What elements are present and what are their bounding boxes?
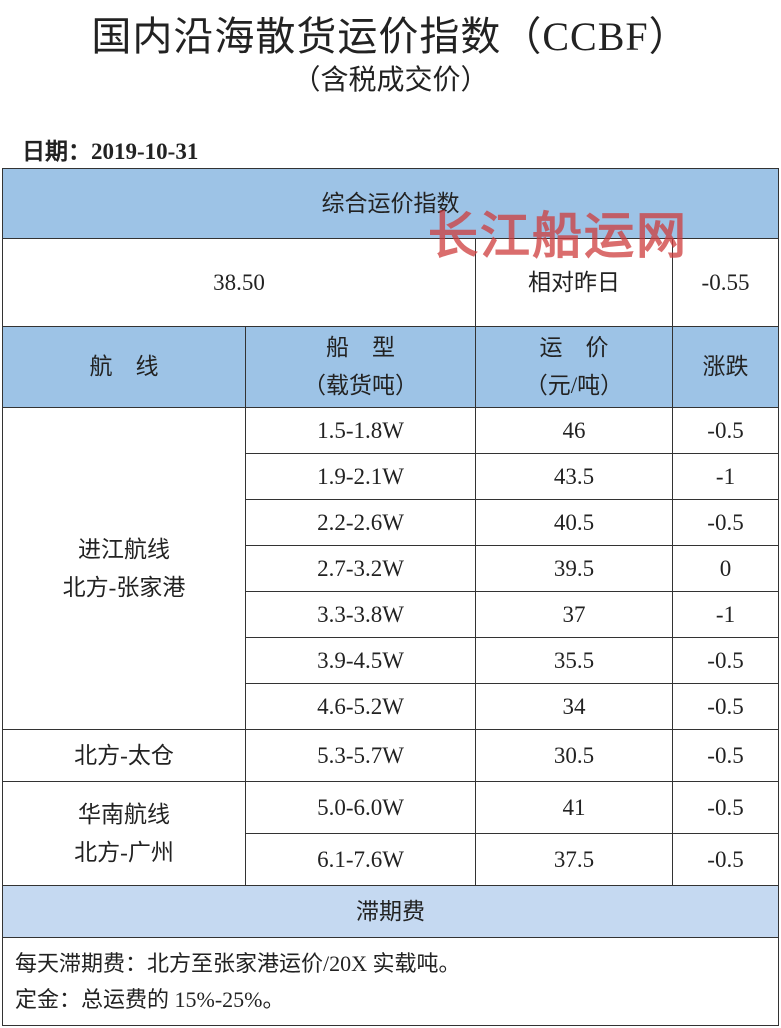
title: 国内沿海散货运价指数（CCBF） [91, 14, 690, 59]
route: 北方-太仓 [2, 729, 246, 782]
cell-line: 进江航线 [78, 536, 170, 562]
rate-table: 综合运价指数 38.50 相对昨日 -0.55 航 线 船 型 （载货吨） 运 价 （元/吨） 涨… [2, 168, 779, 1026]
ship-size: 2.2-2.6W [245, 499, 476, 546]
demurrage-notes: 每天滞期费：北方至张家港运价/20X 实载吨。 定金：总运费的 15%-25%。 [2, 937, 779, 1026]
cell-line: 航 线 [89, 354, 159, 379]
ship-size: 5.3-5.7W [245, 729, 476, 782]
compare-label: 相对昨日 [475, 238, 673, 327]
ship-size: 4.6-5.2W [245, 683, 476, 730]
freight-rate: 30.5 [475, 729, 673, 782]
change: -0.5 [672, 637, 779, 684]
freight-rate: 41 [475, 781, 673, 834]
table-row: 滞期费 [2, 885, 779, 938]
column-header: 涨跌 [672, 326, 779, 408]
subtitle: （含税成交价） [292, 65, 489, 96]
change: -0.5 [672, 407, 779, 454]
cell-line: 每天滞期费：北方至张家港运价/20X 实载吨。 [15, 950, 461, 976]
index-value: 38.50 [2, 238, 476, 327]
ship-size: 3.3-3.8W [245, 591, 476, 638]
freight-rate: 37 [475, 591, 673, 638]
change: -1 [672, 591, 779, 638]
column-header: 航 线 [2, 326, 246, 408]
cell-line: 北方-太仓 [74, 742, 174, 768]
table-row: 38.50 相对昨日 -0.55 [2, 238, 779, 327]
table-row: 6.1-7.6W 37.5 -0.5 [3, 833, 779, 886]
ship-size: 5.0-6.0W [245, 781, 476, 834]
table-row: 2.2-2.6W 40.5 -0.5 [3, 499, 779, 546]
cell-line: 船 型 [326, 335, 395, 360]
change: -0.5 [672, 729, 779, 782]
table-row: 2.7-3.2W 39.5 0 [3, 545, 779, 592]
table-row: 北方-太仓 5.3-5.7W 30.5 -0.5 [2, 729, 779, 782]
freight-rate: 40.5 [475, 499, 673, 546]
table-row: 3.9-4.5W 35.5 -0.5 [3, 637, 779, 684]
freight-rate: 39.5 [475, 545, 673, 592]
demurrage-title: 滞期费 [2, 885, 779, 938]
change: -0.5 [672, 833, 779, 886]
table-row: 华南航线 北方-广州 5.0-6.0W 41 -0.5 [2, 781, 779, 886]
change: -0.5 [672, 499, 779, 546]
cell-line: 涨跌 [702, 354, 749, 379]
table-body: 综合运价指数 38.50 相对昨日 -0.55 航 线 船 型 （载货吨） 运 价 （元/吨） 涨… [2, 168, 779, 1026]
ship-size: 6.1-7.6W [245, 833, 476, 886]
table-row: 4.6-5.2W 34 -0.5 [3, 683, 779, 730]
table-row: 每天滞期费：北方至张家港运价/20X 实载吨。 定金：总运费的 15%-25%。 [2, 937, 779, 1026]
cell-line: 北方-张家港 [62, 574, 186, 600]
table-row: 进江航线 北方-张家港 1.5-1.8W 46 -0.5 [2, 407, 779, 730]
ship-size: 3.9-4.5W [245, 637, 476, 684]
column-header: 运 价 （元/吨） [475, 326, 673, 408]
freight-rate: 43.5 [475, 453, 673, 500]
cell-line: 定金：总运费的 15%-25%。 [15, 986, 285, 1012]
cell-line: 运 价 [539, 335, 609, 360]
ship-size: 1.9-2.1W [245, 453, 476, 500]
freight-rate: 37.5 [475, 833, 673, 886]
cell-line: （载货吨） [303, 373, 418, 398]
index-label: 综合运价指数 [2, 168, 779, 239]
change: 0 [672, 545, 779, 592]
cell-line: 华南航线 [78, 801, 170, 827]
cell-line: 北方-广州 [74, 839, 174, 865]
freight-rate: 35.5 [475, 637, 673, 684]
table-row: 1.9-2.1W 43.5 -1 [3, 453, 779, 500]
change: -0.5 [672, 781, 779, 834]
table-row: 综合运价指数 [2, 168, 779, 239]
route: 华南航线北方-广州 [2, 781, 246, 886]
ship-size: 1.5-1.8W [245, 407, 476, 454]
change: -0.5 [672, 683, 779, 730]
column-header: 船 型 （载货吨） [245, 326, 476, 408]
ship-size: 2.7-3.2W [245, 545, 476, 592]
freight-rate: 46 [475, 407, 673, 454]
cell-line: （元/吨） [524, 373, 624, 398]
date: 日期：2019-10-31 [22, 139, 199, 164]
route: 进江航线北方-张家港 [2, 407, 246, 730]
index-change: -0.55 [672, 238, 779, 327]
change: -1 [672, 453, 779, 500]
freight-rate: 34 [475, 683, 673, 730]
table-row: 航 线 船 型 （载货吨） 运 价 （元/吨） 涨跌 [2, 326, 779, 408]
